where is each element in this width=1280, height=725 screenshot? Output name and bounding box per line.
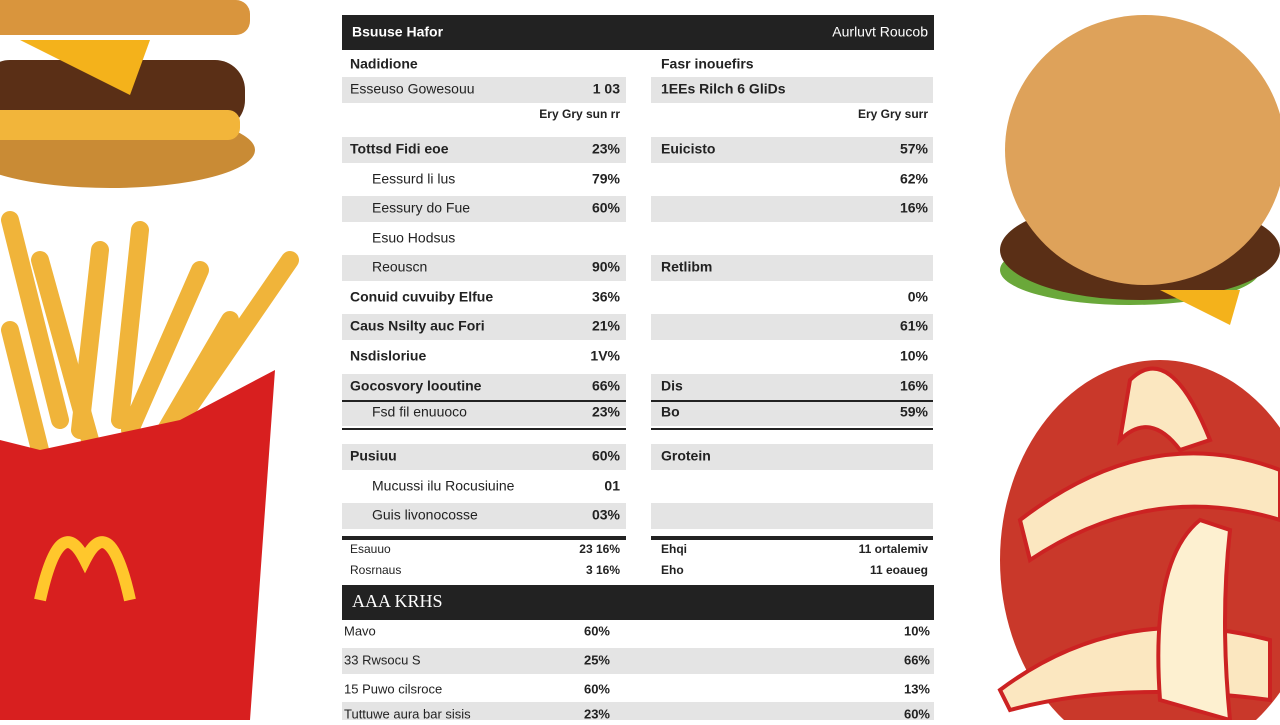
row-value: 66% (592, 378, 621, 394)
row-label: Nadidione (350, 56, 418, 72)
row-label: Caus Nsilty auc Fori (350, 318, 485, 334)
row-label: Esuo Hodsus (372, 230, 455, 246)
row-bg (342, 648, 934, 674)
row-label: Pusiuu (350, 448, 397, 464)
header-bar (342, 15, 934, 50)
row-label: Ehqi (661, 542, 687, 556)
row-value: 21% (592, 318, 621, 334)
row-label: Dis (661, 378, 683, 394)
row-bg (651, 400, 933, 426)
row-label: Esauuo (350, 542, 391, 556)
row-value: 0% (908, 289, 929, 305)
row-bg (651, 444, 933, 470)
header-right: Aurluvt Roucob (832, 24, 928, 40)
row-value: 60% (584, 623, 610, 638)
row-label: Eho (661, 563, 684, 577)
row-bg (342, 196, 626, 222)
row-value: 25% (584, 652, 610, 667)
row-label: Retlibm (661, 259, 712, 275)
row-label: Guis livonocosse (372, 507, 478, 523)
row-label: 1EEs Rilch 6 GliDs (661, 81, 786, 97)
row-bg (342, 255, 626, 281)
row-bg (342, 77, 626, 103)
row-value: 60% (592, 448, 621, 464)
header-left: Bsuuse Hafor (352, 24, 444, 40)
row-bg (651, 196, 933, 222)
section-bar (342, 585, 934, 620)
row-bg (342, 444, 626, 470)
row-bg (651, 503, 933, 529)
row-label: Rosrnaus (350, 563, 401, 577)
row-value: Ery Gry surr (858, 107, 928, 121)
row-bg (342, 702, 934, 725)
burger-left (0, 0, 255, 188)
row-label: Fasr inouefirs (661, 56, 754, 72)
row-value: 03% (592, 507, 621, 523)
row-value: Ery Gry sun rr (539, 107, 620, 121)
row-value: 16% (900, 378, 929, 394)
section-title: AAA KRHS (352, 591, 443, 611)
row-label: Tuttuwe aura bar sisis (344, 706, 471, 720)
row-value: 23% (584, 706, 610, 720)
row-value: 3 16% (586, 563, 620, 577)
row-bg (651, 314, 933, 340)
row-label: Esseuso Gowesouu (350, 81, 475, 97)
row-label: Mucussi ilu Rocusiuine (372, 478, 515, 494)
burger-right (1000, 15, 1280, 325)
row-bg (342, 400, 626, 426)
row-value: 1 03 (593, 81, 620, 97)
row-label: Eessurd li lus (372, 171, 455, 187)
row-value: 60% (592, 200, 621, 216)
row-value: 66% (904, 652, 930, 667)
row-value: 62% (900, 171, 929, 187)
row-bg (651, 137, 933, 163)
row-value: 13% (904, 681, 930, 696)
row-value: 79% (592, 171, 621, 187)
row-bg (342, 137, 626, 163)
row-value: 01 (604, 478, 620, 494)
row-label: 15 Puwo cilsroce (344, 681, 442, 696)
row-bg (342, 314, 626, 340)
row-value: 11 ortalemiv (859, 542, 929, 556)
row-label: Reouscn (372, 259, 427, 275)
row-bg (651, 255, 933, 281)
row-label: Conuid cuvuiby Elfue (350, 289, 493, 305)
row-value: 23% (592, 404, 621, 420)
row-label: Tottsd Fidi eoe (350, 141, 449, 157)
row-label: Nsdisloriue (350, 348, 426, 364)
row-value: 57% (900, 141, 929, 157)
row-value: 23% (592, 141, 621, 157)
row-label: Bo (661, 404, 680, 420)
row-bg (651, 77, 933, 103)
row-bg (342, 374, 626, 400)
row-label: Gocosvory looutine (350, 378, 482, 394)
row-value: 36% (592, 289, 621, 305)
row-label: 33 Rwsocu S (344, 652, 421, 667)
row-value: 60% (904, 706, 930, 720)
row-label: Grotein (661, 448, 711, 464)
row-label: Euicisto (661, 141, 715, 157)
row-label: Fsd fil enuuoco (372, 404, 467, 420)
row-bg (651, 374, 933, 400)
fries (1, 211, 299, 459)
row-value: 59% (900, 404, 929, 420)
row-value: 10% (904, 623, 930, 638)
row-value: 60% (584, 681, 610, 696)
apple-bowl (997, 360, 1280, 725)
row-bg (342, 503, 626, 529)
row-value: 10% (900, 348, 929, 364)
row-value: 23 16% (579, 542, 620, 556)
row-value: 1V% (590, 348, 620, 364)
row-label: Mavo (344, 623, 376, 638)
row-label: Eessury do Fue (372, 200, 470, 216)
row-value: 11 eoaueg (870, 563, 928, 577)
row-value: 90% (592, 259, 621, 275)
fries-box (0, 370, 275, 720)
row-value: 16% (900, 200, 929, 216)
row-value: 61% (900, 318, 929, 334)
